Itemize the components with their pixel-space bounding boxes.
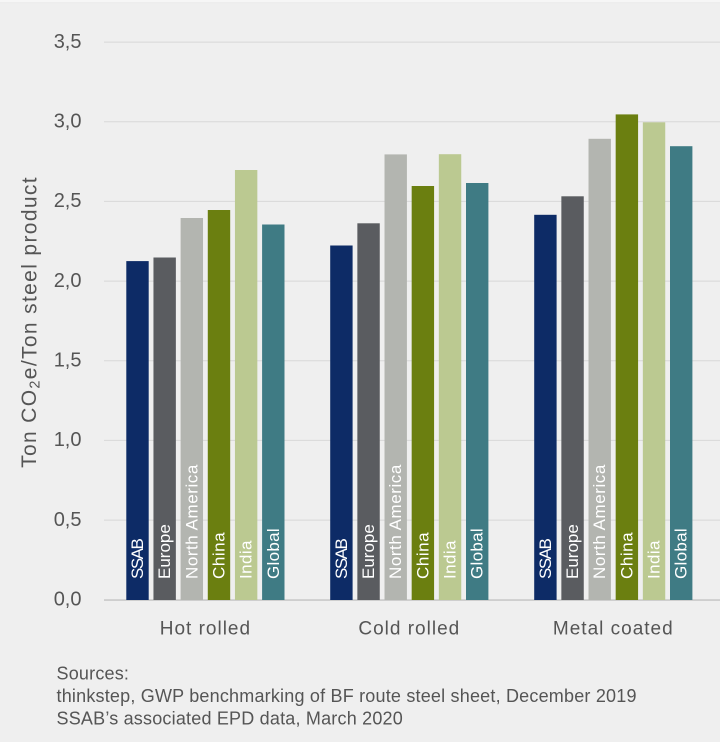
svg-text:3,0: 3,0	[54, 111, 82, 133]
svg-text:2,0: 2,0	[54, 270, 82, 292]
svg-text:Metal coated: Metal coated	[553, 619, 674, 640]
svg-text:SSAB’s associated EPD data, Ma: SSAB’s associated EPD data, March 2020	[57, 709, 403, 729]
svg-text:1,0: 1,0	[54, 429, 82, 451]
svg-text:Sources:: Sources:	[57, 664, 130, 684]
svg-text:Europe: Europe	[359, 524, 378, 579]
svg-text:SSAB: SSAB	[128, 538, 147, 579]
svg-text:Europe: Europe	[155, 524, 174, 579]
svg-text:0,0: 0,0	[54, 589, 82, 611]
svg-text:North America: North America	[386, 464, 405, 579]
svg-text:SSAB: SSAB	[536, 538, 555, 579]
svg-text:North America: North America	[590, 464, 609, 579]
svg-text:Cold rolled: Cold rolled	[358, 619, 460, 640]
svg-text:3,5: 3,5	[54, 31, 82, 53]
svg-text:Global: Global	[468, 528, 487, 579]
svg-text:Hot rolled: Hot rolled	[160, 619, 251, 640]
svg-text:India: India	[237, 540, 256, 579]
svg-text:0,5: 0,5	[54, 509, 82, 531]
svg-text:China: China	[209, 532, 228, 579]
svg-text:Ton CO2e/Ton steel product: Ton CO2e/Ton steel product	[18, 176, 43, 468]
svg-text:thinkstep, GWP benchmarking of: thinkstep, GWP benchmarking of BF route …	[57, 686, 637, 706]
svg-text:Global: Global	[264, 528, 283, 579]
svg-text:India: India	[441, 540, 460, 579]
svg-text:India: India	[645, 540, 664, 579]
svg-text:1,5: 1,5	[54, 350, 82, 372]
svg-text:SSAB: SSAB	[332, 538, 351, 579]
svg-text:2,5: 2,5	[54, 190, 82, 212]
svg-text:China: China	[413, 532, 432, 579]
svg-text:North America: North America	[182, 464, 201, 579]
svg-text:Global: Global	[672, 528, 691, 579]
svg-text:China: China	[617, 532, 636, 579]
svg-text:Europe: Europe	[563, 524, 582, 579]
